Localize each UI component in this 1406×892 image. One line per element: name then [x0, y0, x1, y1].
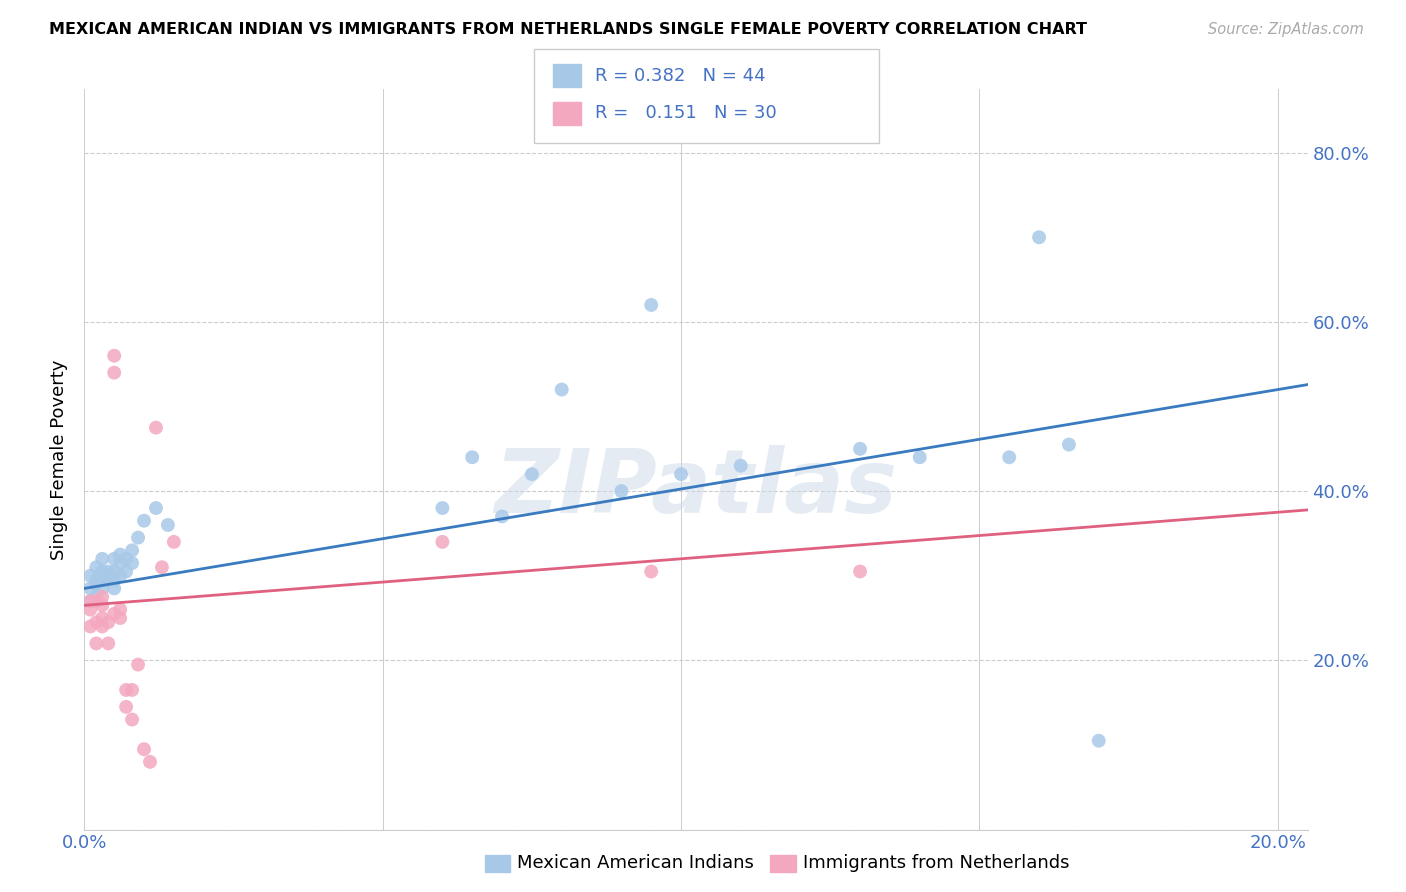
Point	[139, 755, 162, 769]
Point	[103, 349, 125, 363]
Point	[97, 568, 120, 582]
Point	[849, 565, 872, 579]
Point	[103, 573, 125, 587]
Point	[79, 568, 101, 582]
Point	[103, 366, 125, 380]
Point	[132, 742, 155, 756]
Point	[103, 607, 125, 621]
Point	[108, 548, 131, 562]
Point	[156, 518, 179, 533]
Point	[121, 543, 143, 558]
Point	[103, 551, 125, 566]
Point	[108, 602, 131, 616]
Point	[432, 534, 454, 549]
Text: Source: ZipAtlas.com: Source: ZipAtlas.com	[1208, 22, 1364, 37]
Point	[908, 450, 931, 465]
Point	[669, 467, 692, 482]
Point	[84, 594, 107, 608]
Point	[79, 594, 101, 608]
Point	[520, 467, 543, 482]
Point	[91, 590, 114, 604]
Point	[1087, 733, 1109, 747]
Point	[108, 611, 131, 625]
Point	[91, 565, 114, 579]
Point	[79, 602, 101, 616]
Text: R =   0.151   N = 30: R = 0.151 N = 30	[595, 104, 776, 122]
Text: ZIPatlas: ZIPatlas	[495, 445, 897, 533]
Point	[127, 657, 149, 672]
Point	[84, 590, 107, 604]
Point	[91, 619, 114, 633]
Point	[163, 534, 186, 549]
Point	[103, 565, 125, 579]
Point	[121, 713, 143, 727]
Point	[84, 615, 107, 630]
Point	[115, 699, 138, 714]
Point	[84, 560, 107, 574]
Point	[145, 501, 167, 516]
Point	[97, 573, 120, 587]
Point	[97, 636, 120, 650]
Text: R = 0.382   N = 44: R = 0.382 N = 44	[595, 67, 765, 85]
Point	[610, 484, 633, 499]
Point	[79, 582, 101, 596]
Point	[115, 565, 138, 579]
Point	[91, 599, 114, 613]
Point	[103, 582, 125, 596]
Point	[150, 560, 173, 574]
Point	[79, 619, 101, 633]
Point	[730, 458, 752, 473]
Point	[551, 383, 574, 397]
Point	[84, 636, 107, 650]
Point	[145, 420, 167, 434]
Point	[108, 568, 131, 582]
Point	[998, 450, 1021, 465]
Point	[84, 573, 107, 587]
Text: Immigrants from Netherlands: Immigrants from Netherlands	[803, 855, 1070, 872]
Point	[108, 556, 131, 570]
Point	[461, 450, 484, 465]
Y-axis label: Single Female Poverty: Single Female Poverty	[51, 359, 69, 559]
Point	[491, 509, 513, 524]
Point	[91, 582, 114, 596]
Point	[91, 551, 114, 566]
Point	[849, 442, 872, 456]
Point	[115, 551, 138, 566]
Point	[115, 682, 138, 697]
Point	[127, 531, 149, 545]
Point	[91, 573, 114, 587]
Point	[84, 577, 107, 591]
Point	[1028, 230, 1050, 244]
Point	[1057, 437, 1080, 451]
Point	[97, 565, 120, 579]
Point	[432, 501, 454, 516]
Text: Mexican American Indians: Mexican American Indians	[517, 855, 754, 872]
Point	[97, 615, 120, 630]
Text: MEXICAN AMERICAN INDIAN VS IMMIGRANTS FROM NETHERLANDS SINGLE FEMALE POVERTY COR: MEXICAN AMERICAN INDIAN VS IMMIGRANTS FR…	[49, 22, 1087, 37]
Point	[121, 556, 143, 570]
Point	[91, 611, 114, 625]
Point	[640, 565, 662, 579]
Point	[79, 594, 101, 608]
Point	[121, 682, 143, 697]
Point	[640, 298, 662, 312]
Point	[132, 514, 155, 528]
